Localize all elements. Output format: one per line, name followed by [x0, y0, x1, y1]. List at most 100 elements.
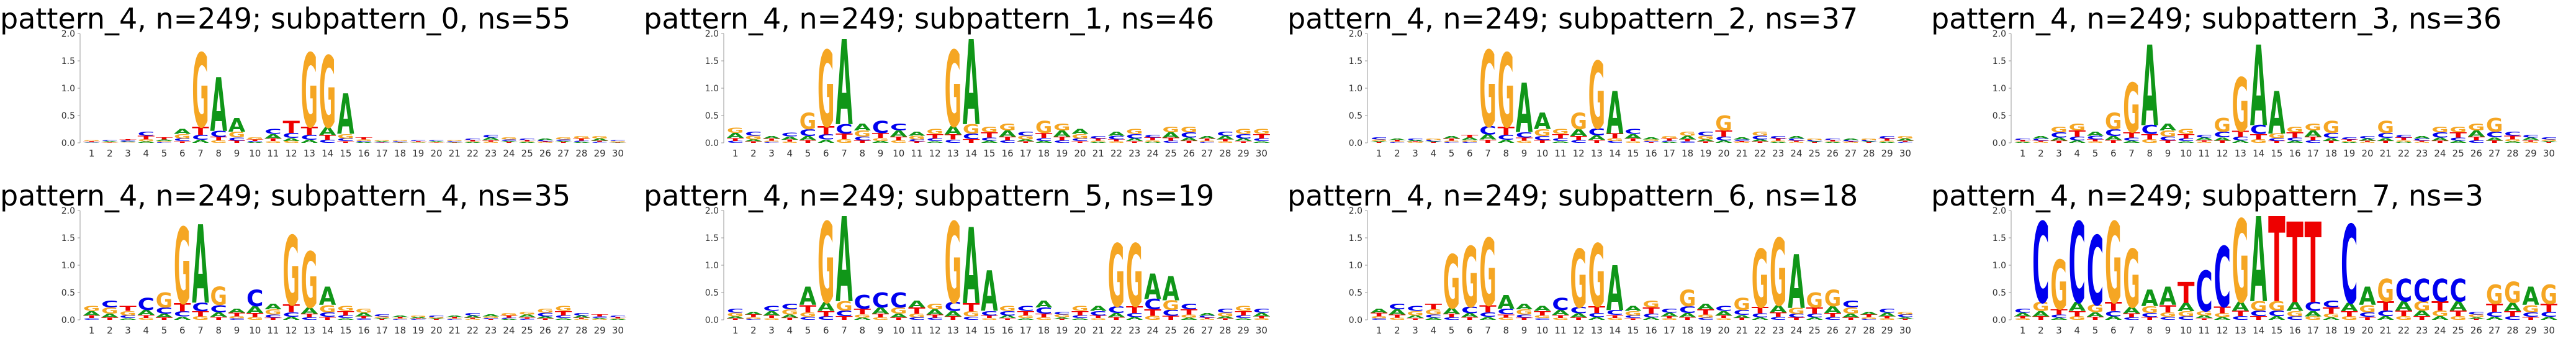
logo-letter: C	[1071, 138, 1088, 142]
x-tick-label: 15	[340, 148, 351, 159]
logo-letter: A	[1017, 317, 1035, 320]
logo-letter: C	[138, 131, 155, 137]
x-tick-label: 5	[2092, 148, 2099, 159]
logo-letter: C	[1181, 131, 1197, 140]
x-tick-label: 13	[304, 325, 315, 336]
logo-letter: T	[1770, 311, 1787, 318]
x-tick-label: 1	[1376, 148, 1382, 159]
x-tick-label: 24	[1790, 148, 1802, 159]
logo-letter: C	[101, 299, 118, 309]
x-tick-label: 2	[750, 148, 757, 159]
logo-letter: G	[1126, 128, 1143, 135]
x-tick-label: 7	[197, 325, 204, 336]
x-tick-label: 30	[1899, 148, 1911, 159]
logo-letter: T	[410, 318, 426, 319]
logo-letter: C	[2468, 311, 2485, 315]
logo-letter: A	[500, 319, 518, 320]
logo-letter: T	[763, 315, 780, 319]
logo-letter: A	[2159, 122, 2176, 132]
logo-letter: A	[854, 317, 871, 320]
logo-letter: T	[835, 132, 853, 141]
logo-letter: A	[119, 142, 137, 143]
logo-letter: T	[428, 319, 444, 320]
logo-letter: T	[2014, 315, 2031, 319]
logo-letter: T	[119, 138, 136, 140]
x-tick-label: 28	[1219, 325, 1231, 336]
logo-letter: C	[301, 317, 318, 320]
logo-letter: G	[981, 317, 998, 320]
logo-letter: T	[1642, 306, 1660, 315]
logo-letter: C	[2141, 123, 2158, 137]
x-tick-label: 23	[1128, 148, 1140, 159]
logo-letter: G	[1860, 317, 1877, 319]
logo-letter: T	[2268, 193, 2285, 329]
logo-letter: A	[156, 312, 173, 319]
logo-letter: T	[518, 317, 535, 319]
x-tick-label: 29	[1881, 148, 1893, 159]
logo-letter: G	[1806, 288, 1822, 312]
logo-letter: T	[2050, 140, 2067, 144]
logo-letter: G	[537, 142, 554, 143]
logo-letter: C	[1371, 318, 1387, 320]
x-tick-label: 7	[2128, 325, 2135, 336]
x-tick-label: 2	[107, 325, 113, 336]
logo-letter: T	[1035, 132, 1053, 140]
logo-letter: T	[1606, 132, 1624, 140]
x-tick-label: 2	[750, 325, 757, 336]
x-tick-label: 13	[1591, 148, 1603, 159]
logo-letter: C	[763, 142, 780, 143]
logo-letter: T	[464, 317, 481, 319]
logo-letter: T	[1824, 140, 1841, 142]
logo-letter: G	[1715, 111, 1732, 135]
logo-letter: G	[999, 122, 1016, 132]
logo-letter: G	[1642, 299, 1659, 309]
logo-letter: G	[1824, 285, 1841, 312]
logo-letter: C	[2449, 273, 2466, 309]
logo-letter: T	[1697, 308, 1714, 317]
logo-letter: T	[319, 316, 336, 321]
logo-letter: T	[1162, 315, 1179, 321]
logo-letter: G	[1217, 141, 1233, 143]
logo-letter: C	[1570, 306, 1587, 315]
logo-letter: C	[1144, 296, 1161, 313]
logo-letter: A	[1108, 312, 1125, 319]
logo-letter: C	[1697, 317, 1714, 321]
logo-letter: A	[2087, 131, 2104, 137]
logo-letter: T	[610, 142, 626, 143]
logo-letter: G	[872, 317, 889, 320]
logo-letter: C	[835, 309, 852, 318]
logo-letter: C	[1035, 137, 1052, 142]
logo-letter: A	[2050, 317, 2068, 321]
logo-letter: C	[2105, 309, 2122, 318]
logo-letter: T	[2486, 302, 2503, 315]
logo-letter: A	[518, 142, 536, 143]
logo-letter: T	[2341, 138, 2358, 142]
logo-letter: G	[926, 302, 943, 311]
logo-letter: C	[1842, 299, 1859, 309]
x-tick-label: 24	[1146, 148, 1158, 159]
logo-letter: T	[1071, 310, 1089, 317]
logo-letter: G	[464, 141, 481, 142]
x-tick-label: 24	[503, 148, 515, 159]
x-tick-label: 13	[947, 148, 959, 159]
x-tick-label: 18	[1038, 148, 1050, 159]
logo-letter: G	[763, 317, 780, 320]
logo-letter: A	[374, 318, 391, 320]
logo-letter: A	[101, 312, 119, 319]
logo-letter: C	[1235, 315, 1251, 319]
logo-letter: C	[2177, 138, 2194, 142]
logo-letter: C	[1479, 124, 1496, 137]
logo-letter: G	[1734, 142, 1750, 143]
logo-letter: A	[2087, 311, 2104, 319]
logo-letter: T	[1108, 316, 1125, 320]
logo-letter: C	[2177, 315, 2194, 321]
logo-letter: T	[301, 312, 318, 319]
x-tick-label: 8	[1503, 325, 1509, 336]
logo-letter: G	[1035, 317, 1052, 320]
logo-letter: C	[464, 312, 481, 316]
logo-letter: T	[1588, 304, 1606, 315]
logo-letter: T	[1108, 138, 1125, 142]
logo-letter: G	[264, 140, 281, 143]
logo-letter: C	[1552, 138, 1569, 142]
logo-letter: T	[2050, 307, 2068, 316]
